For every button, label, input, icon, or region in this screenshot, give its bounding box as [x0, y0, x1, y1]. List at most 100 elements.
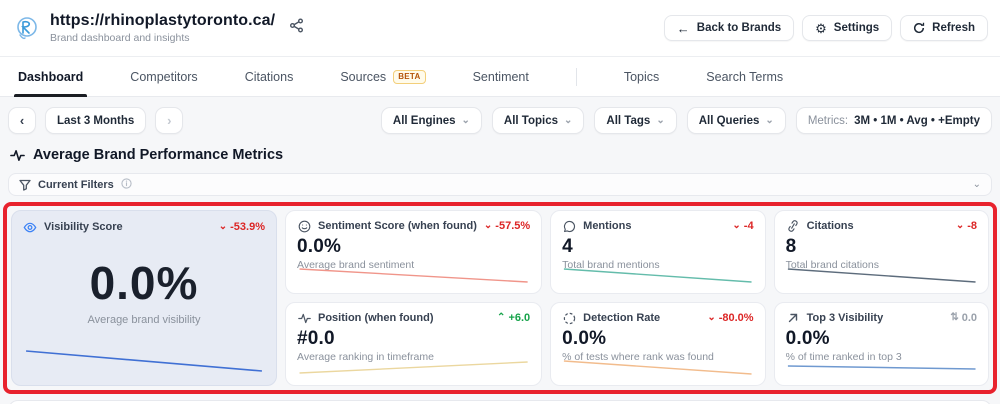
sparkline: [564, 268, 752, 283]
date-range-label: Last 3 Months: [57, 114, 135, 127]
metric-value: 8: [785, 236, 797, 257]
header-subtitle: Brand dashboard and insights: [50, 31, 190, 44]
chevron-down-icon: ⌄: [461, 114, 470, 126]
back-arrow-icon: ←: [676, 20, 690, 36]
share-icon[interactable]: [289, 18, 304, 38]
sparkline: [787, 365, 976, 370]
metric-card-sentiment-score[interactable]: Sentiment Score (when found) ⌄ -57.5% 0.…: [285, 210, 543, 294]
dropdown-label: All Engines: [392, 114, 456, 127]
refresh-label: Refresh: [932, 22, 975, 34]
chevron-up-icon: ⌃: [497, 312, 506, 323]
metric-value: 0.0%: [89, 257, 199, 309]
date-range-button[interactable]: Last 3 Months: [45, 107, 147, 134]
metric-card-mentions[interactable]: Mentions ⌄ -4 4 Total brand mentions: [550, 210, 766, 294]
section-heading: Average Brand Performance Metrics: [0, 134, 1000, 163]
chevron-down-icon: ⌄: [707, 312, 716, 323]
tab-citations[interactable]: Citations: [245, 57, 294, 97]
tab-label: Dashboard: [18, 69, 84, 84]
chevron-down-icon: ⌄: [656, 114, 665, 126]
dropdown-label: All Topics: [503, 114, 559, 127]
chevron-right-icon: ›: [167, 113, 172, 128]
tab-dashboard[interactable]: Dashboard: [13, 57, 88, 97]
tab-label: Competitors: [130, 69, 198, 84]
back-to-brands-label: Back to Brands: [696, 22, 782, 34]
up-down-arrows-icon: ⇅: [950, 312, 959, 323]
tab-competitors[interactable]: Competitors: [130, 57, 197, 97]
chevron-down-icon: ⌄: [218, 221, 228, 232]
tab-label: Citations: [244, 69, 294, 84]
metric-label: Visibility Score: [44, 221, 123, 233]
metric-subtitle: Average brand sentiment: [297, 259, 415, 271]
gear-icon: ⚙: [815, 20, 827, 36]
change-value: 0.0: [961, 312, 977, 324]
metric-subtitle: % of tests where rank was found: [562, 351, 714, 363]
change-value: +6.0: [508, 312, 531, 324]
next-section-panel: [8, 400, 992, 404]
chevron-down-icon: ⌄: [564, 114, 573, 126]
metric-value: 0.0%: [785, 328, 830, 349]
tab-label: Sources: [340, 69, 387, 84]
refresh-icon: [913, 22, 925, 34]
all-tags-dropdown[interactable]: All Tags ⌄: [594, 107, 677, 134]
metric-subtitle: Average brand visibility: [87, 314, 201, 326]
beta-badge: BETA: [393, 69, 426, 84]
current-filters-label: Current Filters: [38, 178, 114, 191]
metric-subtitle: Total brand citations: [785, 259, 879, 271]
tab-label: Search Terms: [706, 69, 784, 84]
metric-card-detection-rate[interactable]: Detection Rate ⌄ -80.0% 0.0% % of tests …: [550, 302, 766, 386]
current-filters-bar[interactable]: Current Filters ⌄: [8, 173, 992, 196]
tab-sentiment[interactable]: Sentiment: [473, 57, 529, 97]
metrics-selector[interactable]: Metrics: 3M • 1M • Avg • +Empty: [795, 107, 992, 134]
metrics-label: Metrics:: [807, 114, 849, 127]
dropdown-label: All Queries: [698, 114, 760, 127]
metric-change: ⌄ -8: [956, 220, 977, 232]
all-engines-dropdown[interactable]: All Engines ⌄: [380, 107, 482, 134]
settings-label: Settings: [833, 22, 880, 34]
chevron-down-icon: ⌄: [972, 179, 981, 190]
metric-label: Top 3 Visibility: [806, 312, 884, 324]
metric-change: ⌄ -80.0%: [707, 312, 753, 324]
metric-label: Sentiment Score (when found): [318, 220, 477, 232]
all-topics-dropdown[interactable]: All Topics ⌄: [491, 107, 585, 134]
back-to-brands-button[interactable]: ← Back to Brands: [663, 15, 795, 41]
metric-change: ⌄ -4: [732, 220, 753, 232]
sparkline: [299, 361, 528, 374]
metric-subtitle: % of time ranked in top 3: [785, 351, 902, 363]
metric-label: Mentions: [583, 220, 632, 232]
metric-card-top3-visibility[interactable]: Top 3 Visibility ⇅ 0.0 0.0% % of time ra…: [773, 302, 989, 386]
tab-search-terms[interactable]: Search Terms: [706, 57, 783, 97]
prev-period-button[interactable]: ‹: [8, 107, 36, 134]
change-value: -57.5%: [495, 220, 531, 232]
info-icon: [121, 176, 132, 194]
next-period-button[interactable]: ›: [155, 107, 184, 134]
sparkline: [564, 360, 752, 375]
chevron-down-icon: ⌄: [483, 220, 493, 231]
tab-topics[interactable]: Topics: [624, 57, 659, 97]
section-title: Average Brand Performance Metrics: [33, 147, 284, 163]
metric-value: 4: [562, 236, 573, 257]
tab-bar: Dashboard Competitors Citations Sources …: [0, 57, 1000, 97]
header-actions: ← Back to Brands ⚙ Settings Refresh: [663, 15, 988, 41]
chevron-down-icon: ⌄: [955, 220, 965, 231]
brand-url: https://rhinoplastytoronto.ca/: [50, 12, 276, 30]
annotation-highlight: Visibility Score ⌄ -53.9% 0.0% Average b…: [3, 202, 997, 394]
all-queries-dropdown[interactable]: All Queries ⌄: [686, 107, 786, 134]
arrow-up-right-icon: [786, 311, 800, 325]
eye-icon: [23, 220, 37, 234]
chat-bubble-icon: [562, 219, 576, 233]
change-value: -8: [967, 220, 977, 232]
metric-card-position[interactable]: Position (when found) ⌃ +6.0 #0.0 Averag…: [285, 302, 543, 386]
sparkline: [299, 268, 528, 283]
filter-row: ‹ Last 3 Months › All Engines ⌄ All Topi…: [0, 97, 1000, 134]
sparkline: [25, 350, 263, 372]
metric-card-visibility-score[interactable]: Visibility Score ⌄ -53.9% 0.0% Average b…: [11, 210, 277, 386]
metrics-value: 3M • 1M • Avg • +Empty: [854, 114, 980, 127]
metric-label: Detection Rate: [583, 312, 661, 324]
settings-button[interactable]: ⚙ Settings: [802, 15, 893, 41]
metric-card-citations[interactable]: Citations ⌄ -8 8 Total brand citations: [773, 210, 989, 294]
date-navigation: ‹ Last 3 Months ›: [8, 107, 184, 134]
change-value: -4: [743, 220, 754, 232]
tab-sources[interactable]: Sources BETA: [340, 57, 426, 97]
refresh-button[interactable]: Refresh: [900, 15, 988, 41]
